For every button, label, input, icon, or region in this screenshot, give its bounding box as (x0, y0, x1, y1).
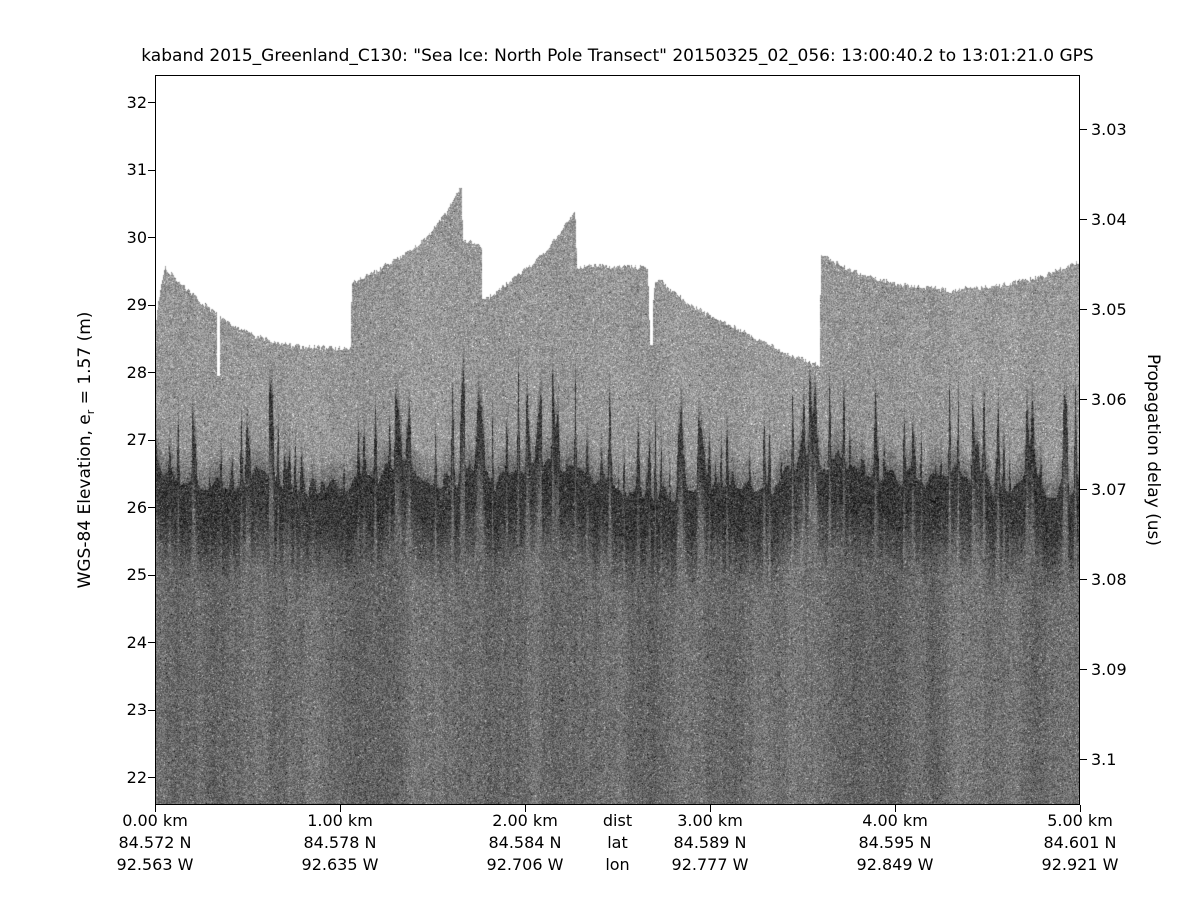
x-axis-label-column: 5.00 km 84.601 N 92.921 W (1010, 810, 1150, 876)
x-axis-label: 92.921 W (1041, 855, 1119, 874)
y-left-tick-mark (148, 372, 155, 374)
x-axis-label: 84.572 N (118, 833, 192, 852)
x-axis-label: 84.578 N (303, 833, 377, 852)
x-axis-label: 84.589 N (673, 833, 747, 852)
y-left-tick-label: 23 (126, 700, 147, 720)
x-axis-label-column: 2.00 km 84.584 N 92.706 W (455, 810, 595, 876)
x-axis-label: 92.563 W (116, 855, 194, 874)
chart-title: kaband 2015_Greenland_C130: "Sea Ice: No… (141, 46, 1094, 66)
y-left-tick-label: 24 (126, 632, 147, 652)
y-left-tick-label: 26 (126, 497, 147, 517)
x-tick-mark (339, 805, 341, 812)
x-axis-label: 84.595 N (858, 833, 932, 852)
x-axis-label-column: 0.00 km 84.572 N 92.563 W (85, 810, 225, 876)
x-axis-label-column: 3.00 km 84.589 N 92.777 W (640, 810, 780, 876)
x-tick-mark (154, 805, 156, 812)
y-right-tick-label: 3.05 (1091, 299, 1127, 319)
y-left-tick-mark (148, 169, 155, 171)
right-axis-label: Propagation delay (us) (1143, 353, 1163, 547)
y-right-tick-label: 3.09 (1091, 659, 1127, 679)
y-right-tick-label: 3.1 (1091, 749, 1117, 769)
y-right-tick-mark (1080, 129, 1087, 131)
x-axis-label: 84.584 N (488, 833, 562, 852)
y-right-tick-label: 3.07 (1091, 479, 1127, 499)
y-left-tick-label: 31 (126, 160, 147, 180)
x-axis-label: 3.00 km (677, 811, 743, 830)
y-right-tick-mark (1080, 579, 1087, 581)
left-axis-label-sub: r (84, 409, 98, 415)
x-axis-label-column: dist lat lon (548, 810, 688, 876)
y-left-tick-mark (148, 642, 155, 644)
left-axis-label-post: = 1.57 (m) (74, 311, 95, 410)
x-tick-mark (524, 805, 526, 812)
y-left-tick-label: 32 (126, 92, 147, 112)
x-axis-label-column: 1.00 km 84.578 N 92.635 W (270, 810, 410, 876)
y-left-tick-label: 30 (126, 227, 147, 247)
y-right-tick-mark (1080, 309, 1087, 311)
y-right-tick-label: 3.04 (1091, 209, 1127, 229)
x-axis-label: 5.00 km (1047, 811, 1113, 830)
x-axis-label: 92.849 W (856, 855, 934, 874)
y-left-tick-label: 27 (126, 430, 147, 450)
plot-area (155, 75, 1080, 805)
x-axis-label: 84.601 N (1043, 833, 1117, 852)
y-left-tick-label: 28 (126, 362, 147, 382)
y-right-tick-mark (1080, 489, 1087, 491)
echogram-canvas (155, 75, 1080, 805)
y-left-tick-label: 25 (126, 565, 147, 585)
x-tick-mark (894, 805, 896, 812)
x-tick-mark (709, 805, 711, 812)
x-axis-label: 92.706 W (486, 855, 564, 874)
y-left-tick-mark (148, 777, 155, 779)
y-left-tick-mark (148, 709, 155, 711)
y-right-tick-mark (1080, 399, 1087, 401)
y-left-tick-label: 29 (126, 295, 147, 315)
x-axis-label: 2.00 km (492, 811, 558, 830)
y-right-tick-mark (1080, 669, 1087, 671)
x-axis-label: dist (602, 811, 633, 830)
x-axis-label: lon (605, 855, 630, 874)
x-axis-label: lat (607, 833, 628, 852)
y-left-tick-mark (148, 102, 155, 104)
y-right-tick-mark (1080, 759, 1087, 761)
y-left-tick-mark (148, 304, 155, 306)
y-left-tick-mark (148, 439, 155, 441)
x-tick-mark (1079, 805, 1081, 812)
y-left-tick-label: 22 (126, 767, 147, 787)
x-axis-label: 0.00 km (122, 811, 188, 830)
x-axis-label: 1.00 km (307, 811, 373, 830)
y-left-tick-mark (148, 237, 155, 239)
x-axis-label: 4.00 km (862, 811, 928, 830)
y-left-tick-mark (148, 507, 155, 509)
y-right-tick-label: 3.06 (1091, 389, 1127, 409)
x-axis-label: 92.635 W (301, 855, 379, 874)
x-axis-label: 92.777 W (671, 855, 749, 874)
y-right-tick-mark (1080, 219, 1087, 221)
y-right-tick-label: 3.08 (1091, 569, 1127, 589)
x-axis-label-column: 4.00 km 84.595 N 92.849 W (825, 810, 965, 876)
y-left-tick-mark (148, 574, 155, 576)
y-right-tick-label: 3.03 (1091, 119, 1127, 139)
